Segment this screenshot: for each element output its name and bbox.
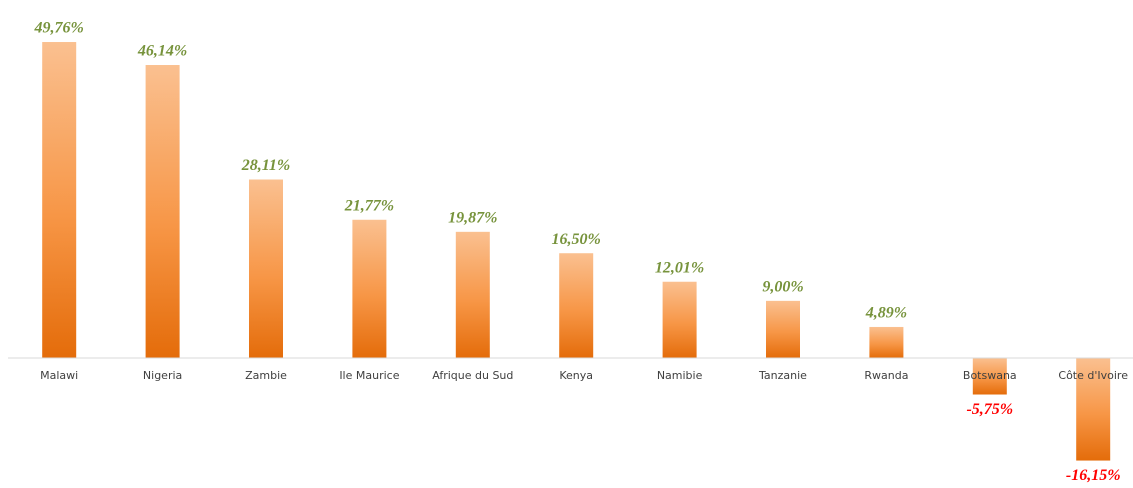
value-label: 16,50%: [552, 231, 601, 248]
value-label: 21,77%: [344, 197, 394, 214]
x-tick-label: Tanzanie: [758, 369, 807, 382]
value-label: -16,15%: [1066, 467, 1121, 484]
x-tick-label: Afrique du Sud: [432, 369, 513, 382]
x-tick-label: Namibie: [657, 369, 703, 382]
value-label: 49,76%: [34, 20, 84, 37]
x-tick-label: Côte d'Ivoire: [1058, 369, 1128, 382]
value-label: -5,75%: [966, 401, 1013, 418]
x-tick-label: Zambie: [245, 369, 287, 382]
bar: [249, 179, 283, 358]
x-tick-label: Nigeria: [143, 369, 182, 382]
value-label: 9,00%: [762, 279, 803, 296]
value-label: 12,01%: [655, 259, 704, 276]
x-tick-label: Botswana: [963, 369, 1017, 382]
bar: [972, 358, 1007, 395]
bar: [869, 326, 904, 358]
bar: [455, 231, 490, 358]
value-label: 4,89%: [865, 305, 907, 322]
bar: [559, 253, 594, 358]
x-tick-label: Rwanda: [864, 369, 908, 382]
value-label: 28,11%: [241, 157, 290, 174]
bar: [1076, 358, 1111, 461]
x-tick-label: Malawi: [40, 369, 78, 382]
bar: [42, 42, 77, 359]
x-tick-label: Ile Maurice: [339, 369, 399, 382]
bar: [145, 65, 180, 359]
bar: [766, 300, 800, 358]
x-tick-label: Kenya: [559, 369, 593, 382]
bar: [352, 219, 387, 358]
value-label: 46,14%: [137, 43, 187, 60]
bar: [662, 281, 697, 358]
value-label: 19,87%: [448, 209, 497, 226]
